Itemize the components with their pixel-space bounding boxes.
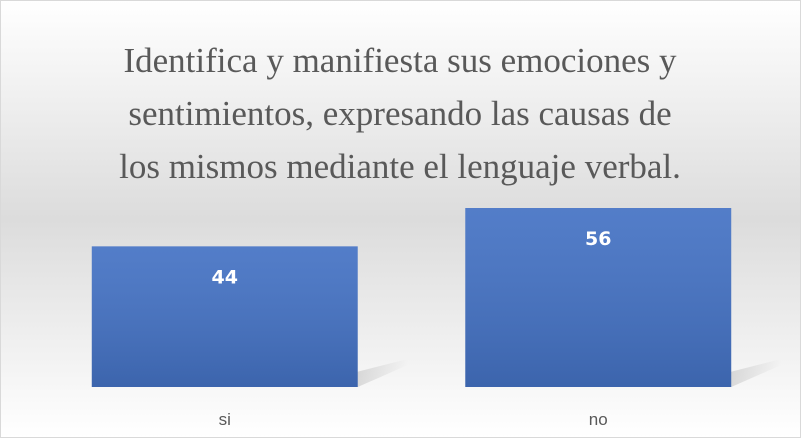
- data-label: 44: [212, 266, 238, 288]
- plot-area: 44 si 56 no: [91, 208, 782, 429]
- data-label: 56: [585, 228, 611, 250]
- x-tick-label: si: [219, 410, 231, 429]
- chart-title: los mismos mediante el lenguaje verbal.: [119, 147, 681, 186]
- chart-title: sentimientos, expresando las causas de: [128, 94, 671, 133]
- x-tick-label: no: [589, 410, 608, 429]
- bar-shade: [91, 246, 358, 387]
- bar-shade: [465, 208, 732, 387]
- chart-title: Identifica y manifiesta sus emociones y: [123, 41, 677, 80]
